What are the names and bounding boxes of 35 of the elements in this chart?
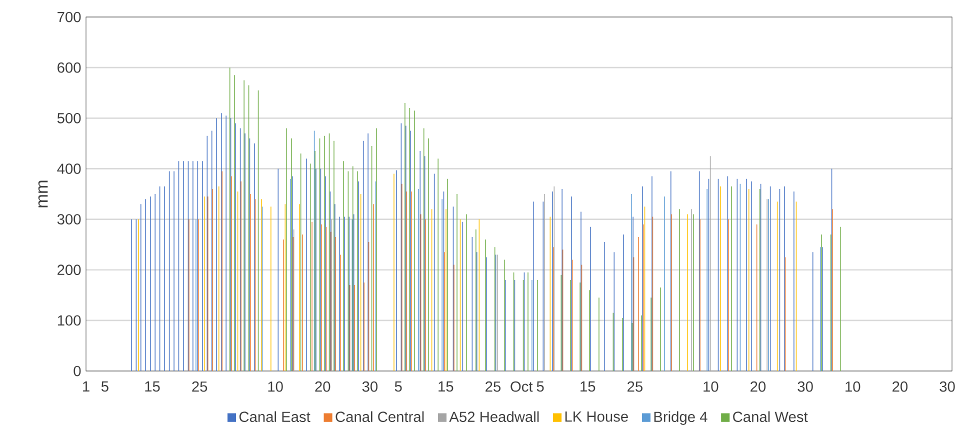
x-tick-label: 5	[101, 381, 108, 392]
legend-label: Canal East	[239, 411, 310, 422]
y-tick-label: 200	[58, 264, 81, 276]
y-tick-label: 0	[74, 366, 81, 376]
y-tick-label: 600	[58, 62, 81, 73]
x-tick-label: 1	[83, 381, 90, 392]
legend-label: Canal West	[733, 411, 808, 422]
y-tick-label: 300	[57, 214, 81, 224]
x-tick-label: 5	[394, 381, 402, 392]
x-tick-label: 10	[704, 381, 718, 392]
legend-label: LK House	[565, 412, 628, 422]
x-tick-label: Oct	[510, 381, 533, 392]
x-tick-label: 5	[536, 381, 544, 392]
x-tick-label: 20	[315, 381, 330, 392]
y-tick-label: 400	[57, 164, 81, 174]
x-tick-label: 30	[362, 381, 378, 392]
x-tick-label: 25	[486, 381, 501, 392]
x-tick-label: 25	[628, 381, 642, 392]
legend-label: Canal Central	[336, 411, 424, 422]
y-axis-title: mm	[38, 180, 48, 208]
x-tick-label: 15	[438, 381, 454, 392]
y-tick-label: 100	[58, 315, 81, 326]
x-tick-label: 15	[580, 381, 596, 392]
x-tick-label: 20	[892, 381, 908, 392]
x-tick-label: 30	[940, 381, 955, 392]
legend-label: Bridge 4	[654, 411, 708, 425]
x-tick-label: 30	[798, 381, 813, 392]
legend-label: A52 Headwall	[449, 411, 539, 422]
x-tick-label: 10	[846, 381, 860, 392]
x-tick-label: 25	[192, 381, 208, 392]
x-tick-label: 10	[268, 381, 283, 392]
x-tick-label: 15	[145, 381, 160, 392]
y-tick-label: 500	[57, 112, 81, 124]
y-tick-label: 700	[58, 12, 81, 22]
x-tick-label: 20	[750, 381, 766, 392]
